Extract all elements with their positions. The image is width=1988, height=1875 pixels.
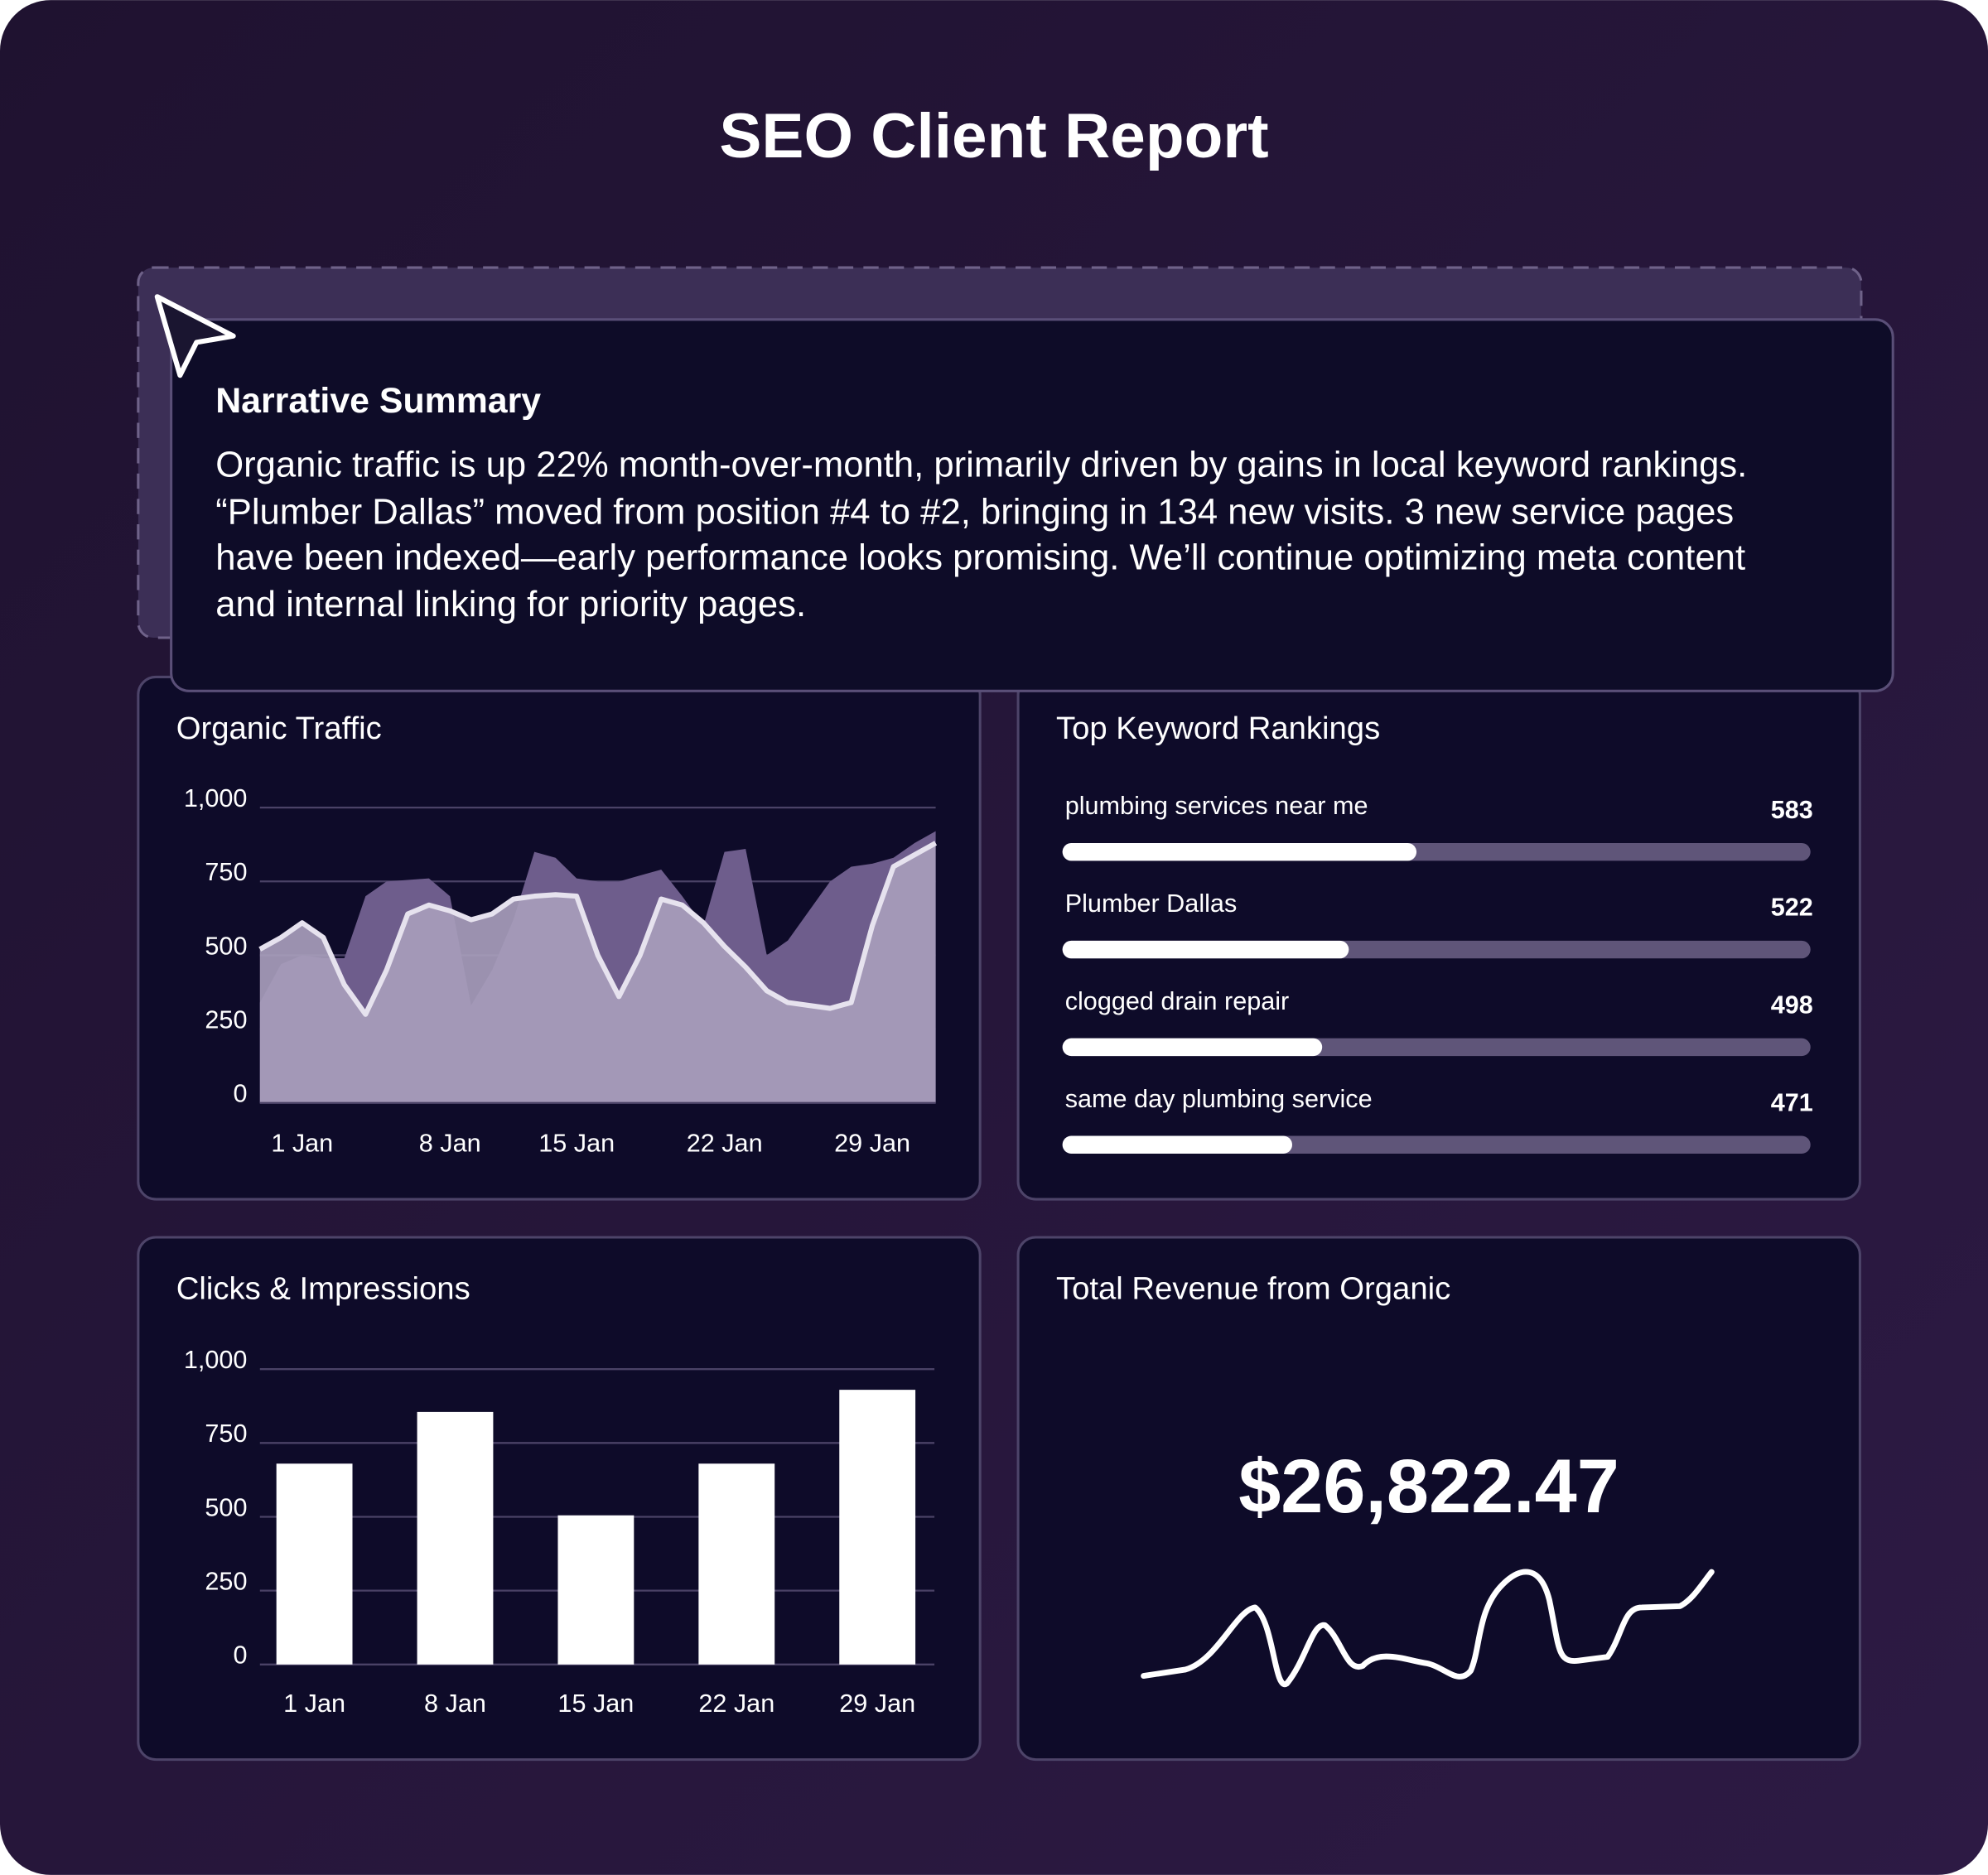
y-tick-label: 0	[233, 1641, 247, 1670]
value-label: 583	[1771, 796, 1813, 824]
narrative-panel	[170, 318, 1894, 692]
y-tick-label: 500	[205, 1493, 247, 1521]
page-title: SEO Client Report	[719, 101, 1268, 171]
revenue-sparkline	[1141, 1569, 1715, 1688]
bar	[698, 1463, 775, 1665]
value-label: 498	[1771, 991, 1813, 1019]
y-tick-label: 750	[205, 1420, 247, 1448]
bar	[276, 1463, 353, 1665]
narrative-heading: Narrative Summary	[215, 381, 541, 421]
y-tick-label: 0	[233, 1080, 247, 1108]
y-tick-label: 1,000	[184, 1346, 248, 1374]
y-tick-label: 750	[205, 858, 247, 886]
x-tick-label: 8 Jan	[424, 1689, 486, 1718]
x-tick-label: 1 Jan	[283, 1689, 345, 1718]
bar	[557, 1515, 635, 1665]
panel	[1016, 675, 1861, 1201]
bar	[1062, 1038, 1323, 1057]
x-tick-label: 8 Jan	[419, 1129, 481, 1157]
chart-title: Top Keyword Rankings	[1056, 711, 1380, 746]
kpi-value: $26,822.47	[1238, 1444, 1619, 1529]
bar	[1062, 842, 1417, 861]
y-tick-label: 500	[205, 932, 247, 960]
keyword-label: clogged drain repair	[1065, 987, 1290, 1015]
cursor-icon	[154, 294, 236, 378]
charts: Organic Traffic 0 250 500 750 1,000 1 Jan 8 Jan…	[176, 711, 1813, 1718]
value-label: 522	[1771, 894, 1813, 922]
bar	[417, 1411, 494, 1665]
y-tick-label: 250	[205, 1005, 247, 1034]
narrative-box: Organic traffic is up 22% month-over-mon…	[215, 445, 1748, 625]
narrative-text: Organic traffic is up 22% month-over-mon…	[215, 445, 1748, 625]
area	[259, 842, 936, 1103]
chart-title: Total Revenue from Organic	[1056, 1270, 1450, 1306]
bar	[1062, 940, 1349, 959]
bar	[839, 1390, 916, 1665]
x-tick-label: 22 Jan	[687, 1129, 763, 1157]
x-tick-label: 15 Jan	[557, 1689, 634, 1718]
keyword-label: Plumber Dallas	[1065, 889, 1238, 918]
chart-title: Clicks & Impressions	[176, 1270, 470, 1306]
x-tick-label: 29 Jan	[839, 1689, 915, 1718]
x-tick-label: 22 Jan	[698, 1689, 774, 1718]
value-label: 471	[1771, 1088, 1813, 1116]
chart-title: Organic Traffic	[176, 711, 382, 746]
y-tick-label: 1,000	[184, 784, 248, 812]
keyword-label: plumbing services near me	[1065, 792, 1368, 820]
x-tick-label: 29 Jan	[834, 1129, 910, 1157]
bar	[1062, 1135, 1293, 1154]
x-tick-label: 1 Jan	[271, 1129, 333, 1157]
keyword-label: same day plumbing service	[1065, 1085, 1373, 1113]
line	[258, 841, 938, 1017]
y-tick-label: 250	[205, 1568, 247, 1596]
x-tick-label: 15 Jan	[538, 1129, 615, 1157]
